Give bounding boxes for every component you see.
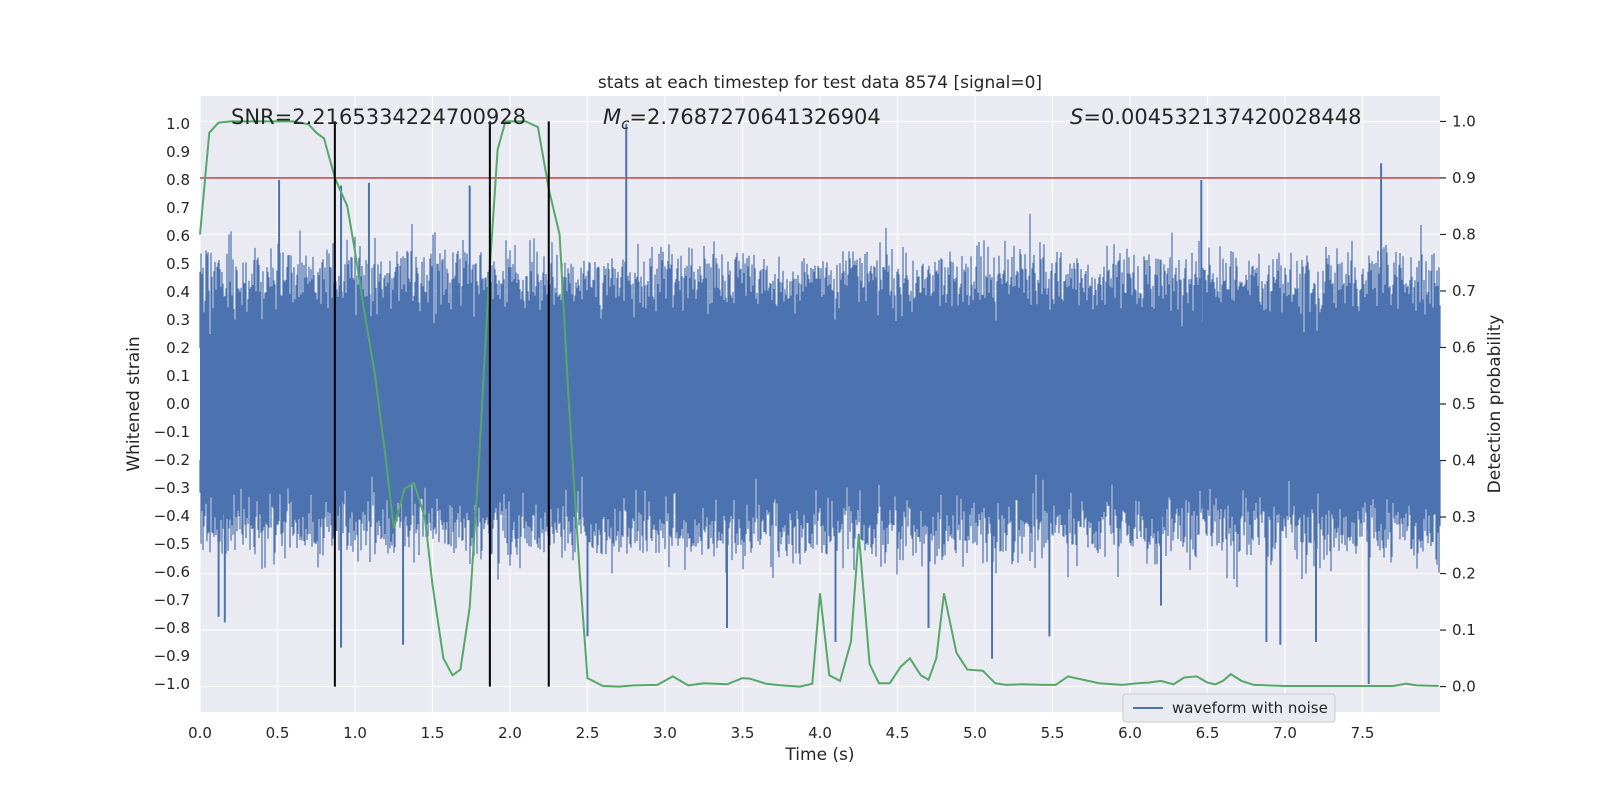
- x-tick-label: 5.0: [963, 724, 987, 742]
- chirp-mass-symbol: M: [603, 105, 621, 129]
- y2-tick-label: 0.5: [1452, 395, 1476, 413]
- y-tick-label: 0.3: [166, 311, 190, 329]
- y-tick-label: 1.0: [166, 115, 190, 133]
- y-tick-label: −0.5: [154, 535, 190, 553]
- legend: waveform with noise: [1122, 693, 1336, 723]
- y-tick-label: 0.8: [166, 171, 190, 189]
- probability-layer: [199, 120, 1439, 688]
- chirp-mass-subscript: c: [621, 115, 630, 133]
- y2-tick-label: 0.4: [1452, 452, 1476, 470]
- y-tick-label: 0.5: [166, 255, 190, 273]
- y-tick-label: −0.3: [154, 479, 190, 497]
- chart-title: stats at each timestep for test data 857…: [598, 73, 1042, 93]
- waveform-lower: [199, 460, 1441, 588]
- x-tick-label: 0.0: [188, 724, 212, 742]
- y-tick-label: 0.4: [166, 283, 190, 301]
- y2-tick-label: 0.2: [1452, 565, 1476, 583]
- s-annotation: S=0.004532137420028448: [1070, 105, 1361, 129]
- x-tick-label: 5.5: [1041, 724, 1065, 742]
- x-tick-label: 7.5: [1351, 724, 1375, 742]
- y-tick-label: 0.1: [166, 367, 190, 385]
- x-tick-label: 3.5: [731, 724, 755, 742]
- x-tick-label: 2.5: [576, 724, 600, 742]
- x-tick-label: 1.5: [421, 724, 445, 742]
- waveform-upper: [199, 213, 1441, 348]
- y-tick-label: 0.0: [166, 395, 190, 413]
- x-tick-label: 1.0: [343, 724, 367, 742]
- snr-annotation: SNR=2.2165334224700928: [231, 105, 526, 129]
- y2-tick-label: 0.6: [1452, 338, 1476, 356]
- y2-tick-label: 0.3: [1452, 508, 1476, 526]
- legend-box: [1122, 693, 1336, 723]
- y2-axis-label: Detection probability: [1485, 315, 1505, 494]
- x-axis-label: Time (s): [784, 745, 854, 765]
- y-axis-label: Whitened strain: [124, 336, 144, 471]
- y2-tick-label: 0.9: [1452, 169, 1476, 187]
- chirp-mass-value: =2.7687270641326904: [629, 105, 880, 129]
- y-tick-label: −0.1: [154, 423, 190, 441]
- x-tick-label: 0.5: [266, 724, 290, 742]
- x-tick-label: 7.0: [1273, 724, 1297, 742]
- x-tick-label: 6.5: [1196, 724, 1220, 742]
- y-tick-label: 0.7: [166, 199, 190, 217]
- x-tick-label: 6.0: [1118, 724, 1142, 742]
- waveform-core: [200, 348, 1440, 460]
- x-tick-label: 4.5: [886, 724, 910, 742]
- s-value: =0.004532137420028448: [1083, 105, 1361, 129]
- y-tick-label: −0.6: [154, 563, 190, 581]
- probability-line: [199, 120, 1439, 688]
- y2-tick-label: 0.7: [1452, 282, 1476, 300]
- axis-ticks: 0.0 0.5 1.0 1.5 2.0 2.5 3.0 3.5 4.0 4.5 5.0 5.5 6.0 6…: [154, 112, 1476, 742]
- y-tick-label: −0.7: [154, 591, 190, 609]
- y2-tick-label: 1.0: [1452, 112, 1476, 130]
- y2-tick-label: 0.0: [1452, 678, 1476, 696]
- y-tick-label: −0.2: [154, 451, 190, 469]
- chirp-mass-annotation: Mc=2.7687270641326904: [603, 105, 881, 133]
- y2-tick-label: 0.8: [1452, 225, 1476, 243]
- y-tick-label: 0.2: [166, 339, 190, 357]
- x-tick-label: 2.0: [498, 724, 522, 742]
- y-tick-label: −0.4: [154, 507, 190, 525]
- y-tick-label: 0.6: [166, 227, 190, 245]
- y2-tick-label: 0.1: [1452, 621, 1476, 639]
- y-tick-label: −0.9: [154, 647, 190, 665]
- y-tick-label: 0.9: [166, 143, 190, 161]
- y-tick-label: −0.8: [154, 619, 190, 637]
- waveform-series: [199, 124, 1441, 684]
- legend-entry: waveform with noise: [1172, 699, 1328, 717]
- x-tick-label: 3.0: [653, 724, 677, 742]
- y-tick-label: −1.0: [154, 675, 190, 693]
- vertical-markers: [333, 121, 550, 687]
- s-symbol: S: [1070, 105, 1083, 129]
- x-tick-label: 4.0: [808, 724, 832, 742]
